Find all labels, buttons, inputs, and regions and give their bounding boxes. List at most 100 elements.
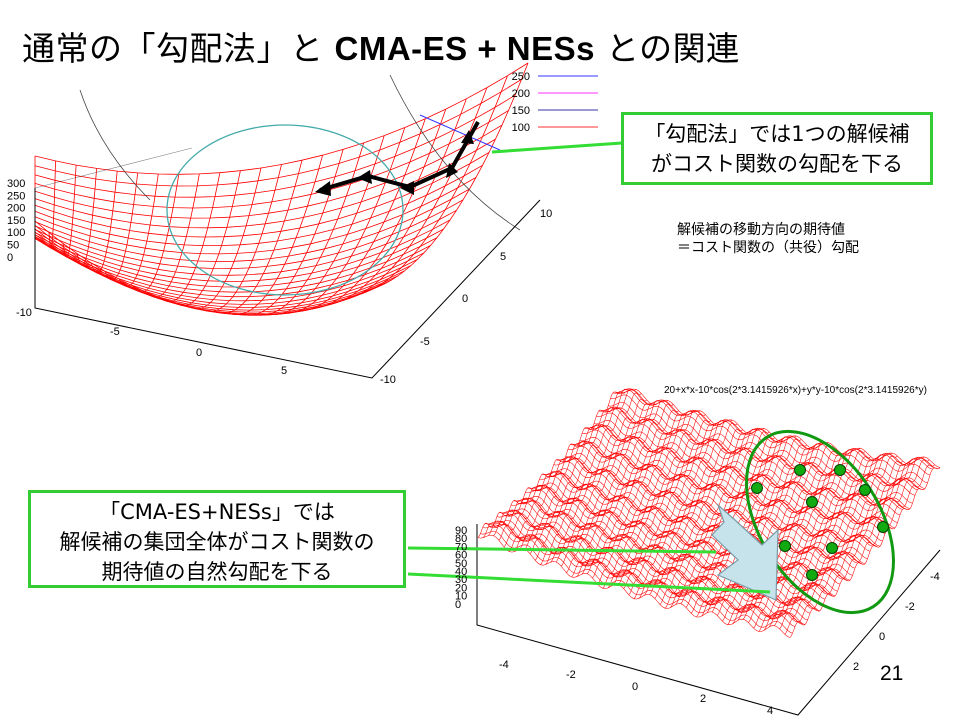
bottom-mesh-line (779, 459, 930, 630)
top-mesh-line (34, 62, 529, 175)
population-point (834, 464, 846, 476)
bottom-mesh-line (612, 389, 933, 470)
bottom-x-tick: 0 (632, 681, 638, 693)
population-point (794, 464, 806, 476)
top-mesh-line (357, 75, 508, 296)
top-x-tick: 5 (281, 365, 287, 377)
bottom-z-tick: 0 (455, 599, 461, 611)
top-legend-label: 250 (512, 71, 530, 83)
top-mesh-line (34, 224, 379, 316)
title-suffix: との関連 (605, 29, 740, 68)
bottom-mesh-line (784, 464, 935, 635)
descent-path (319, 121, 480, 192)
top-axes (34, 188, 541, 379)
bottom-z-tick: 50 (455, 558, 467, 570)
bottom-mesh-line (758, 463, 909, 632)
top-callout-line1: 「勾配法」では1つの解候補 (644, 122, 910, 146)
bottom-x-tick: -4 (499, 659, 509, 671)
bottom-x-tick: 2 (700, 693, 706, 705)
expectation-note: 解候補の移動方向の期待値 ＝コスト関数の（共役）勾配 (677, 221, 859, 257)
note-line2: ＝コスト関数の（共役）勾配 (677, 240, 859, 256)
population-point (877, 521, 889, 533)
bottom-mesh-line (768, 458, 919, 628)
top-mesh-line (34, 234, 399, 313)
top-y-tick: 10 (540, 208, 552, 220)
top-callout-line2: がコスト関数の勾配を下る (651, 152, 903, 176)
population-point (859, 484, 871, 496)
top-mesh-line (34, 228, 386, 316)
bottom-callout-connector-1 (407, 546, 717, 554)
top-mesh-line (34, 124, 503, 219)
descent-arrowhead-2 (357, 170, 372, 184)
title-english: CMA-ES + NESs (334, 30, 595, 67)
population-points (751, 464, 889, 581)
population-point (806, 496, 818, 508)
bottom-mesh-line (540, 414, 685, 565)
top-z-tick: 0 (7, 252, 13, 264)
top-mesh-line (189, 167, 262, 310)
descent-arrowhead (315, 181, 331, 196)
descent-arrowhead-3 (400, 181, 414, 195)
descent-arrowhead-4 (446, 163, 458, 178)
bottom-callout-line1: 「CMA-ES+NESs」では (99, 500, 335, 524)
top-contour-line (79, 89, 151, 201)
bottom-mesh-line (560, 414, 706, 567)
bottom-mesh-line (608, 402, 928, 484)
bottom-mesh-line (789, 467, 941, 638)
top-z-tick: 250 (7, 190, 25, 202)
bottom-z-tick: 90 (455, 525, 467, 537)
top-legend-label: 200 (512, 88, 530, 100)
bottom-mesh-line (508, 403, 653, 552)
top-mesh-line (34, 220, 373, 316)
top-mesh-line (371, 62, 529, 290)
top-y-tick: 0 (462, 293, 468, 305)
bottom-mesh-line (774, 456, 925, 626)
top-y-tick: -10 (380, 374, 396, 386)
population-point (779, 540, 791, 552)
note-line1: 解候補の移動方向の期待値 (677, 222, 845, 238)
bottom-mesh-line (619, 388, 941, 468)
bottom-y-tick: 2 (853, 661, 859, 673)
bottom-callout: 「CMA-ES+NESs」では 解候補の集団全体がコスト関数の 期待値の自然勾配… (28, 490, 406, 588)
top-y-tick: -5 (420, 336, 430, 348)
top-contour-line (389, 74, 521, 231)
bottom-mesh-line (610, 394, 931, 476)
bottom-mesh-line (598, 407, 918, 490)
top-legend-label: 100 (512, 122, 530, 134)
top-legend-label: 150 (512, 105, 530, 117)
top-contour-ellipse (166, 124, 404, 296)
population-point (826, 542, 838, 554)
bottom-z-tick: 20 (455, 582, 467, 594)
descent-arrowhead-5 (461, 130, 474, 144)
top-z-tick: 300 (7, 178, 25, 190)
page-number: 21 (880, 662, 904, 685)
bottom-mesh-line (617, 389, 938, 470)
top-x-tick: -10 (16, 307, 32, 319)
slide-title: 通常の「勾配法」と CMA-ES + NESs との関連 (22, 22, 740, 70)
population-point (751, 482, 763, 494)
bottom-mesh (477, 388, 941, 638)
bottom-mesh-line (605, 407, 926, 489)
top-mesh-line (329, 98, 467, 305)
bottom-axes (476, 524, 941, 716)
top-callout: 「勾配法」では1つの解候補 がコスト関数の勾配を下る (621, 112, 933, 185)
bottom-y-tick: -2 (905, 601, 915, 613)
bottom-callout-connector-2 (407, 572, 771, 594)
top-legend: 250 200 150 100 (512, 71, 598, 134)
bottom-z-tick: 80 (455, 533, 467, 545)
bottom-mesh-line (603, 408, 923, 490)
top-mesh-line (34, 231, 392, 315)
bottom-z-tick: 10 (455, 591, 467, 603)
top-x-tick: 0 (196, 347, 202, 359)
bottom-callout-line3: 期待値の自然勾配を下る (101, 560, 333, 584)
bottom-y-tick: -4 (930, 571, 940, 583)
natural-gradient-arrow (711, 503, 779, 601)
bottom-z-tick: 30 (455, 574, 467, 586)
top-x-tick: -5 (110, 326, 120, 338)
top-z-tick: 100 (7, 227, 25, 239)
bottom-x-tick: 4 (767, 705, 773, 717)
